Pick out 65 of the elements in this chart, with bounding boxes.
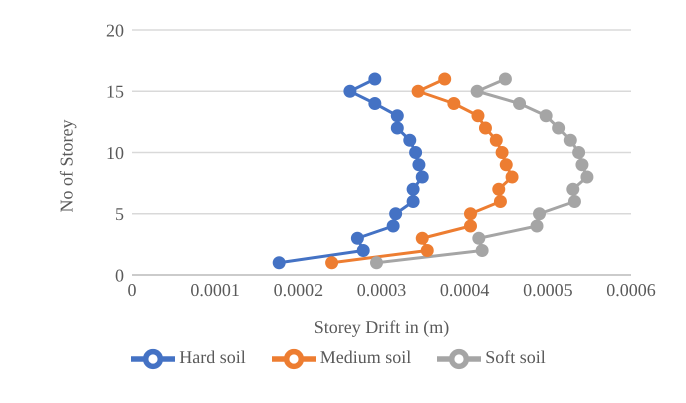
point: [390, 109, 404, 122]
y-tick-label: 0: [115, 265, 124, 286]
legend-label: Medium soil: [320, 347, 412, 368]
legend-label: Soft soil: [485, 347, 546, 368]
point: [420, 244, 434, 257]
point: [540, 109, 553, 122]
point: [492, 182, 506, 196]
point: [389, 207, 402, 220]
point: [356, 244, 370, 257]
point: [406, 182, 420, 196]
point: [566, 182, 580, 196]
point: [390, 122, 404, 134]
point: [370, 256, 384, 270]
point: [386, 220, 400, 232]
point: [403, 134, 416, 147]
y-axis-title: No of Storey: [56, 120, 76, 212]
y-tick-label: 20: [106, 20, 124, 40]
point: [471, 109, 484, 122]
point: [552, 122, 566, 134]
point: [343, 84, 356, 98]
x-tick-label: 0.0004: [440, 280, 490, 300]
point: [572, 146, 586, 159]
point: [506, 170, 519, 184]
point: [500, 158, 513, 172]
y-tick-label: 10: [106, 142, 124, 163]
x-tick-label: 0.0005: [523, 280, 573, 300]
point: [412, 158, 426, 172]
point: [568, 195, 581, 208]
y-tick-label: 5: [115, 204, 124, 224]
point: [472, 232, 486, 245]
point: [368, 72, 382, 86]
x-axis-title: Storey Drift in (m): [314, 317, 450, 337]
point: [438, 72, 452, 86]
point: [564, 134, 577, 147]
x-tick-label: 0: [128, 280, 136, 300]
point: [406, 195, 420, 208]
point: [416, 232, 429, 245]
x-tick-label: 0.0006: [606, 280, 656, 300]
point: [476, 244, 489, 257]
point: [325, 256, 338, 270]
point: [368, 97, 382, 110]
point: [412, 84, 425, 98]
point: [494, 195, 507, 208]
point: [496, 146, 509, 159]
point: [464, 220, 477, 232]
point: [575, 158, 588, 172]
point: [416, 170, 429, 184]
y-tick-label: 15: [106, 82, 124, 102]
point: [580, 170, 594, 184]
point: [470, 84, 484, 98]
point: [272, 256, 286, 270]
x-tick-label: 0.0002: [274, 280, 324, 300]
point: [530, 220, 544, 232]
point: [478, 122, 492, 134]
point: [498, 72, 512, 86]
x-tick-label: 0.0001: [190, 280, 240, 300]
point: [350, 232, 364, 245]
point: [464, 207, 477, 220]
point: [533, 207, 546, 220]
point: [513, 97, 526, 110]
point: [490, 134, 503, 147]
point: [447, 97, 460, 110]
x-tick-label: 0.0003: [356, 280, 406, 300]
point: [409, 146, 422, 159]
legend-label: Hard soil: [179, 347, 246, 368]
